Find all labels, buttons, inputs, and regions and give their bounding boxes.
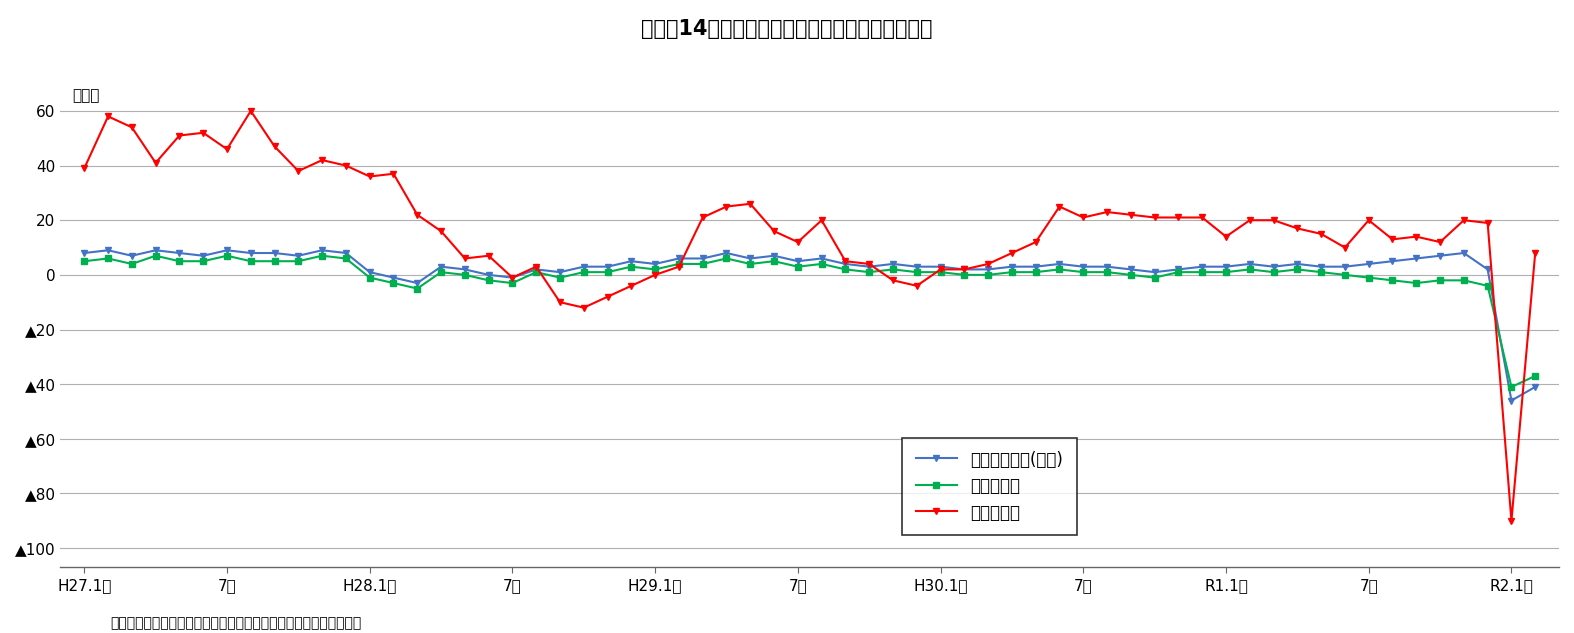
うち外国人 [979,260,998,268]
Text: （％）: （％） [72,88,99,103]
うち外国人 [1360,216,1379,224]
延べ宿泊者数(全体) [76,249,94,257]
延べ宿泊者数(全体) [217,246,236,254]
うち日本人 [217,252,236,260]
延べ宿泊者数(全体) [1360,260,1379,268]
うち外国人 [76,165,94,172]
うち日本人 [384,279,403,287]
うち日本人 [146,252,165,260]
うち日本人 [76,258,94,265]
うち外国人 [384,170,403,178]
うち外国人 [478,252,497,260]
うち日本人 [478,277,497,284]
Line: うち外国人: うち外国人 [82,108,1538,524]
延べ宿泊者数(全体) [1525,383,1544,391]
うち日本人 [1360,274,1379,282]
うち外国人 [194,129,212,137]
Text: （出所）「宿泊旅行統計調査」をもとにニッセイ基礎研究所が作成: （出所）「宿泊旅行統計調査」をもとにニッセイ基礎研究所が作成 [110,616,362,630]
Text: 図表－14　延べ宿泊者数の推移（月次、前年比）: 図表－14 延べ宿泊者数の推移（月次、前年比） [641,19,933,39]
延べ宿泊者数(全体) [812,254,831,262]
延べ宿泊者数(全体) [979,266,998,273]
Legend: 延べ宿泊者数(全体), うち日本人, うち外国人: 延べ宿泊者数(全体), うち日本人, うち外国人 [902,437,1077,535]
うち外国人 [812,216,831,224]
うち日本人 [1525,372,1544,380]
うち外国人 [241,107,260,115]
うち外国人 [1502,517,1520,525]
延べ宿泊者数(全体) [1502,397,1520,404]
延べ宿泊者数(全体) [99,246,118,254]
延べ宿泊者数(全体) [478,271,497,279]
Line: 延べ宿泊者数(全体): 延べ宿泊者数(全体) [82,247,1538,404]
うち日本人 [812,260,831,268]
Line: うち日本人: うち日本人 [82,253,1538,390]
うち外国人 [1525,249,1544,257]
うち日本人 [979,271,998,279]
延べ宿泊者数(全体) [384,274,403,282]
うち日本人 [1502,383,1520,391]
